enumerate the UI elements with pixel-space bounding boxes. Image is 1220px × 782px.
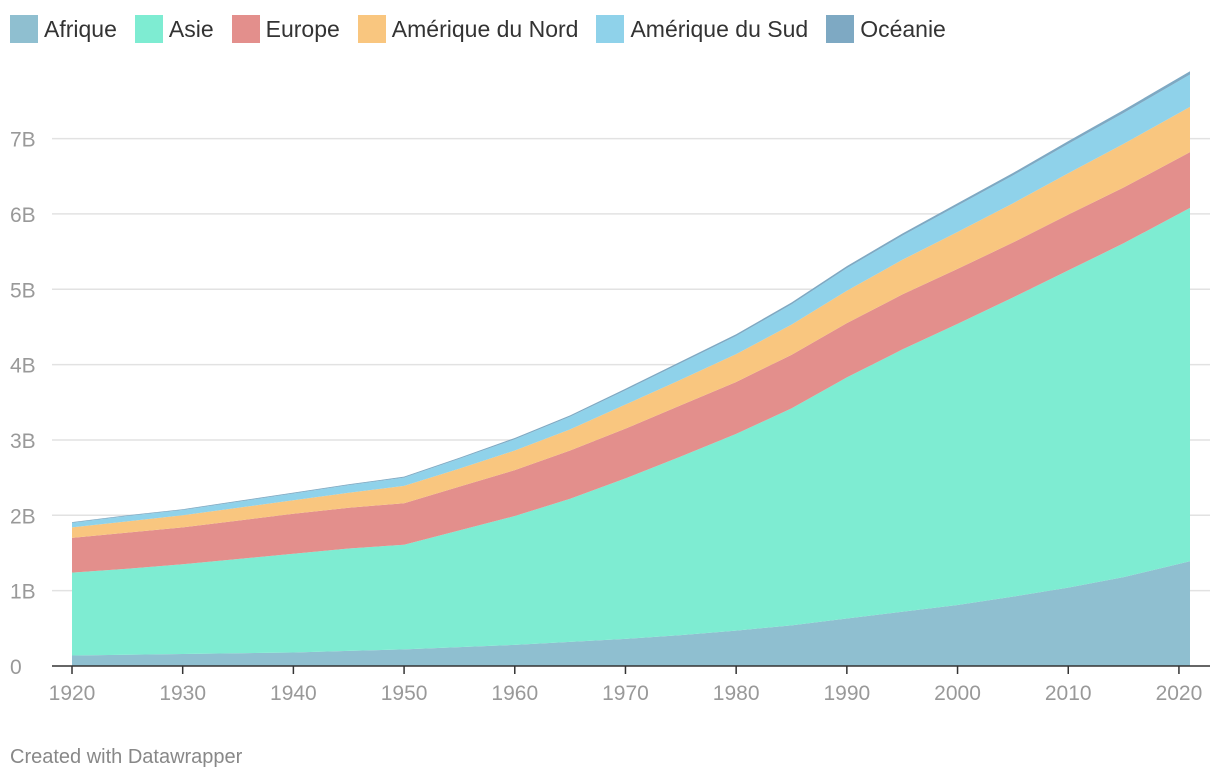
- x-tick-label: 1920: [49, 682, 96, 705]
- area-afrique: [72, 561, 1190, 666]
- x-tick-label: 2010: [1045, 682, 1092, 705]
- legend-label-amerique-du-nord: Amérique du Nord: [391, 15, 579, 42]
- area-series-group: [72, 71, 1190, 666]
- legend-item-amerique-du-sud: Amérique du Sud: [596, 15, 808, 43]
- x-tick-label: 1930: [159, 682, 206, 705]
- area-europe: [72, 152, 1190, 573]
- legend-item-oceanie: Océanie: [826, 15, 946, 43]
- legend-label-asie: Asie: [168, 15, 214, 42]
- legend-item-asie: Asie: [134, 15, 214, 43]
- x-tick-label: 1940: [270, 682, 317, 705]
- legend-label-oceanie: Océanie: [860, 15, 946, 42]
- legend-swatch-amerique-du-nord: [357, 15, 386, 43]
- x-tick-label: 1980: [713, 682, 760, 705]
- legend-item-afrique: Afrique: [10, 15, 117, 43]
- x-tick-label: 1950: [381, 682, 428, 705]
- y-tick-label: 7B: [10, 129, 36, 152]
- legend-swatch-europe: [231, 15, 260, 43]
- x-tick-label: 1990: [823, 682, 870, 705]
- x-axis-ticks: 1920 1930 1940 1950 1960 1970 1980 1990 2000 2010…: [49, 666, 1203, 705]
- legend-label-afrique: Afrique: [44, 15, 117, 42]
- legend-swatch-oceanie: [826, 15, 855, 43]
- x-tick-label: 1970: [602, 682, 649, 705]
- legend-label-amerique-du-sud: Amérique du Sud: [630, 15, 809, 42]
- footer-credit: Created with Datawrapper: [10, 746, 243, 768]
- legend-swatch-asie: [134, 15, 163, 43]
- y-tick-label: 0: [10, 656, 22, 679]
- y-tick-label: 4B: [10, 355, 36, 378]
- legend-swatch-amerique-du-sud: [596, 15, 625, 43]
- y-tick-label: 6B: [10, 204, 36, 227]
- y-tick-label: 5B: [10, 279, 36, 302]
- legend-item-europe: Europe: [231, 15, 340, 43]
- legend-item-amerique-du-nord: Amérique du Nord: [357, 15, 579, 43]
- legend-label-europe: Europe: [265, 15, 340, 42]
- x-tick-label: 1960: [491, 682, 538, 705]
- area-asie: [72, 207, 1190, 656]
- y-tick-label: 3B: [10, 430, 36, 453]
- chart-legend: Afrique Asie Europe Amérique du Nord Amé…: [10, 12, 964, 46]
- y-tick-label: 2B: [10, 505, 36, 528]
- x-tick-label: 2020: [1156, 682, 1203, 705]
- x-tick-label: 2000: [934, 682, 981, 705]
- legend-swatch-afrique: [10, 15, 38, 43]
- y-axis-tick-labels: 0 1B 2B 3B 4B 5B 6B 7B: [10, 129, 36, 679]
- y-tick-label: 1B: [10, 581, 36, 604]
